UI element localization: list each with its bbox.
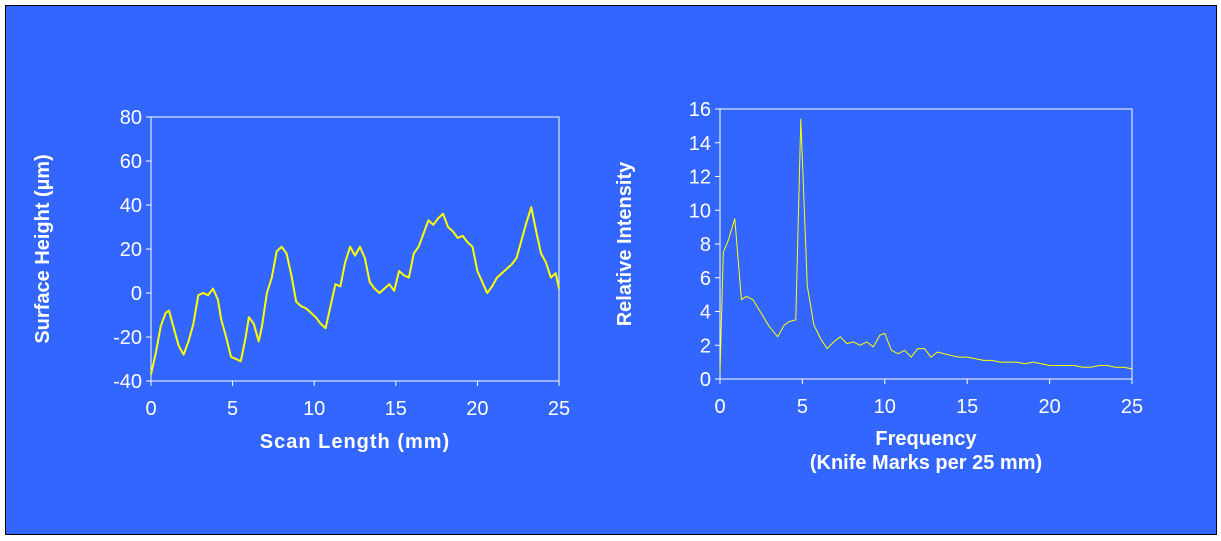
x-tick-label: 15 bbox=[956, 396, 978, 418]
x-tick-label: 5 bbox=[227, 398, 238, 420]
y-tick-label: 10 bbox=[689, 200, 711, 222]
x-axis-title-line2: (Knife Marks per 25 mm) bbox=[810, 452, 1042, 474]
x-tick-label: 25 bbox=[548, 398, 570, 420]
x-tick-label: 10 bbox=[303, 398, 325, 420]
y-tick-label: 80 bbox=[120, 107, 142, 129]
y-tick-label: -40 bbox=[113, 371, 142, 393]
slide-background: -40 -20 0 20 40 60 80 0 5 10 15 20 25 Scan Length (mm… bbox=[5, 5, 1217, 535]
x-tick-label: 15 bbox=[385, 398, 407, 420]
y-axis-title: Relative Intensity bbox=[614, 161, 636, 326]
plot-area-2 bbox=[719, 108, 1133, 380]
y-tick-label: 20 bbox=[120, 239, 142, 261]
y-tick-label: 4 bbox=[700, 302, 711, 324]
y-tick-label: 8 bbox=[700, 234, 711, 256]
y-axis-title: Surface Height (µm) bbox=[32, 154, 54, 343]
series-line-1 bbox=[150, 206, 560, 375]
x-tick-label: 0 bbox=[145, 398, 156, 420]
x-tick-label: 20 bbox=[466, 398, 488, 420]
y-tick-label: 0 bbox=[700, 369, 711, 391]
y-tick-label: -20 bbox=[113, 327, 142, 349]
y-tick-label: 2 bbox=[700, 335, 711, 357]
series-line-2 bbox=[719, 118, 1133, 374]
y-tick-label: 14 bbox=[689, 133, 711, 155]
y-tick-label: 40 bbox=[120, 195, 142, 217]
y-tick-label: 6 bbox=[700, 268, 711, 290]
x-tick-label: 5 bbox=[797, 396, 808, 418]
x-tick-label: 25 bbox=[1121, 396, 1143, 418]
x-tick-label: 10 bbox=[874, 396, 896, 418]
x-tick-label: 20 bbox=[1038, 396, 1060, 418]
y-tick-label: 0 bbox=[131, 283, 142, 305]
x-axis-title: Scan Length (mm) bbox=[260, 431, 450, 453]
x-tick-label: 0 bbox=[714, 396, 725, 418]
y-tick-label: 12 bbox=[689, 167, 711, 189]
x-axis-title: Frequency bbox=[875, 428, 977, 450]
y-tick-label: 60 bbox=[120, 151, 142, 173]
y-tick-label: 16 bbox=[689, 99, 711, 121]
plot-area-1 bbox=[150, 116, 560, 382]
